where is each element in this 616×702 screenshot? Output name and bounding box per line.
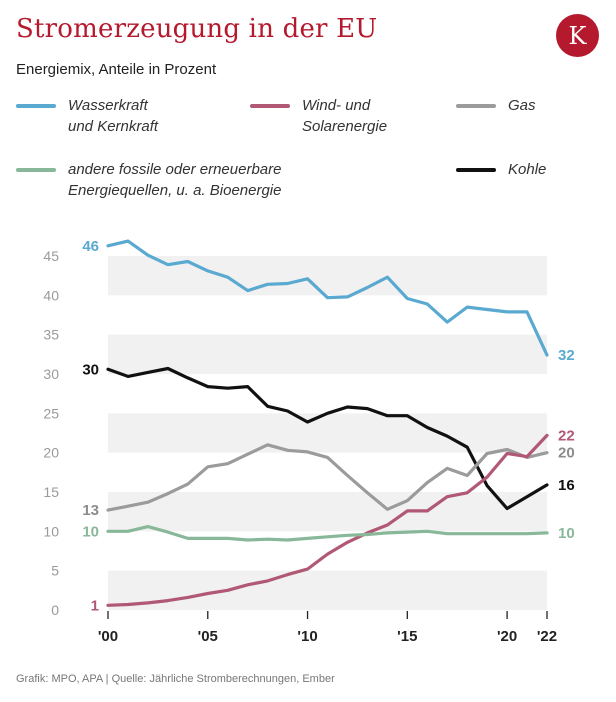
legend-swatch-kohle — [456, 168, 496, 172]
series-end-label-kohle: 16 — [558, 477, 575, 494]
grid-band — [108, 570, 547, 610]
y-tick-label: 45 — [43, 248, 59, 264]
legend-label-wind-solar: Wind- und Solarenergie — [302, 95, 387, 137]
legend-line: Gas — [508, 97, 536, 114]
series-line-kohle — [106, 366, 549, 511]
legend-line: und Kernkraft — [68, 118, 159, 135]
legend-item-wind-solar: Wind- und Solarenergie — [250, 95, 387, 137]
y-tick-label: 25 — [43, 405, 59, 421]
legend-line: Kohle — [508, 161, 547, 178]
x-tick-label: '05 — [198, 628, 218, 645]
grid-band — [108, 413, 547, 453]
series-start-label-wind: 1 — [91, 597, 99, 614]
legend-item-andere: andere fossile oder erneuerbare Energieq… — [16, 159, 282, 201]
x-tick-label: '22 — [537, 628, 557, 645]
series-end-label-andere: 10 — [558, 525, 575, 542]
series-line-wind — [106, 433, 549, 607]
grid-band — [108, 334, 547, 374]
x-tick-label: '15 — [397, 628, 417, 645]
series-line-gas — [106, 443, 549, 512]
y-tick-label: 35 — [43, 327, 59, 343]
series-line-wasser — [106, 239, 549, 357]
chart-title: Stromerzeugung in der EU — [16, 14, 378, 44]
legend-line: Wasserkraft — [68, 97, 148, 114]
series-start-label-andere: 10 — [82, 523, 99, 540]
legend-label-wasserkraft: Wasserkraft und Kernkraft — [68, 95, 158, 137]
series-line-andere — [106, 525, 549, 542]
x-tick-label: '00 — [98, 628, 118, 645]
y-tick-label: 15 — [43, 484, 59, 500]
legend-item-gas: Gas — [456, 95, 536, 116]
legend-line: Solarenergie — [302, 118, 388, 135]
legend-line: Energiequellen, u. a. Bioenergie — [68, 182, 282, 199]
legend-swatch-wind-solar — [250, 104, 290, 108]
y-tick-label: 20 — [43, 445, 59, 461]
publisher-logo: K — [556, 14, 599, 57]
legend-item-kohle: Kohle — [456, 159, 546, 180]
chart-subtitle: Energiemix, Anteile in Prozent — [16, 61, 217, 78]
grid-band — [108, 256, 547, 296]
legend-line: andere fossile oder erneuerbare — [68, 161, 282, 178]
y-tick-label: 10 — [43, 523, 59, 539]
series-start-label-gas: 13 — [82, 502, 99, 519]
series-end-label-wasser: 32 — [558, 347, 575, 364]
y-tick-label: 30 — [43, 366, 59, 382]
legend-line: Wind- und — [302, 97, 371, 114]
series-start-label-wasser: 46 — [82, 238, 99, 255]
legend-item-wasserkraft: Wasserkraft und Kernkraft — [16, 95, 158, 137]
legend-label-andere: andere fossile oder erneuerbare Energieq… — [68, 159, 282, 201]
legend-swatch-wasserkraft — [16, 104, 56, 108]
line-chart: 0 5 10 15 20 25 30 35 40 45 '00 '05 '10 '15 '20 '22 46 32… — [43, 238, 575, 645]
legend-label-gas: Gas — [508, 95, 536, 116]
y-tick-label: 40 — [43, 287, 59, 303]
legend-swatch-andere — [16, 168, 56, 172]
series-end-label-wind: 22 — [558, 427, 575, 444]
x-tick-label: '10 — [297, 628, 317, 645]
y-tick-label: 5 — [51, 563, 59, 579]
grid-band — [108, 492, 547, 532]
legend-label-kohle: Kohle — [508, 159, 546, 180]
y-tick-label: 0 — [51, 602, 59, 618]
series-end-label-gas: 20 — [558, 445, 575, 462]
source-footer: Grafik: MPO, APA | Quelle: Jährliche Str… — [16, 673, 335, 685]
series-start-label-kohle: 30 — [82, 361, 99, 378]
x-tick-label: '20 — [497, 628, 517, 645]
legend-swatch-gas — [456, 104, 496, 108]
